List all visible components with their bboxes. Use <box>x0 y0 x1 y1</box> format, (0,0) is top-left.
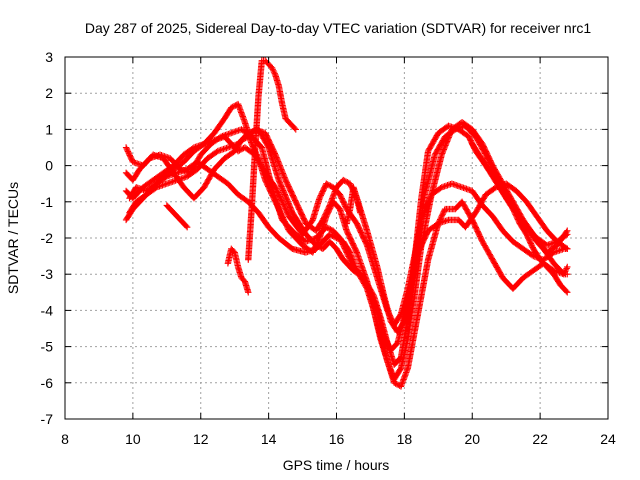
data-point <box>325 181 333 189</box>
x-tick-label: 10 <box>125 431 141 447</box>
y-tick-label: -4 <box>41 302 54 318</box>
chart-title: Day 287 of 2025, Sidereal Day-to-day VTE… <box>85 20 591 36</box>
y-tick-label: 0 <box>45 158 53 174</box>
y-tick-label: -3 <box>41 266 54 282</box>
y-tick-label: -2 <box>41 230 54 246</box>
data-series <box>122 57 571 390</box>
x-tick-label: 14 <box>261 431 277 447</box>
x-tick-label: 12 <box>193 431 209 447</box>
y-tick-label: 3 <box>45 49 53 65</box>
data-point <box>230 103 238 110</box>
data-point <box>228 104 235 111</box>
data-point <box>437 185 444 192</box>
data-point <box>216 134 224 141</box>
x-tick-label: 18 <box>397 431 413 447</box>
y-tick-label: -1 <box>41 194 54 210</box>
y-tick-label: 2 <box>45 85 53 101</box>
x-tick-label: 20 <box>464 431 480 447</box>
series-track-10 <box>163 202 191 231</box>
y-tick-label: -5 <box>41 339 54 355</box>
y-tick-label: -6 <box>41 375 54 391</box>
x-axis-label: GPS time / hours <box>283 457 390 473</box>
data-point <box>323 180 330 187</box>
x-tick-label: 24 <box>600 431 616 447</box>
x-tick-label: 16 <box>329 431 345 447</box>
y-tick-labels: 3 2 1 0 -1 -2 -3 -4 -5 -6 -7 <box>41 49 54 427</box>
data-point <box>229 103 236 111</box>
series-track-2 <box>122 100 571 383</box>
data-point <box>324 181 331 188</box>
y-tick-label: 1 <box>45 121 53 137</box>
data-point <box>327 182 334 190</box>
y-axis-label: SDTVAR / TECUs <box>5 182 21 294</box>
data-point <box>237 146 244 153</box>
x-tick-label: 8 <box>61 431 69 447</box>
y-tick-label: -7 <box>41 411 54 427</box>
x-tick-labels: 8 10 12 14 16 18 20 22 24 <box>61 431 616 447</box>
x-tick-label: 22 <box>532 431 548 447</box>
